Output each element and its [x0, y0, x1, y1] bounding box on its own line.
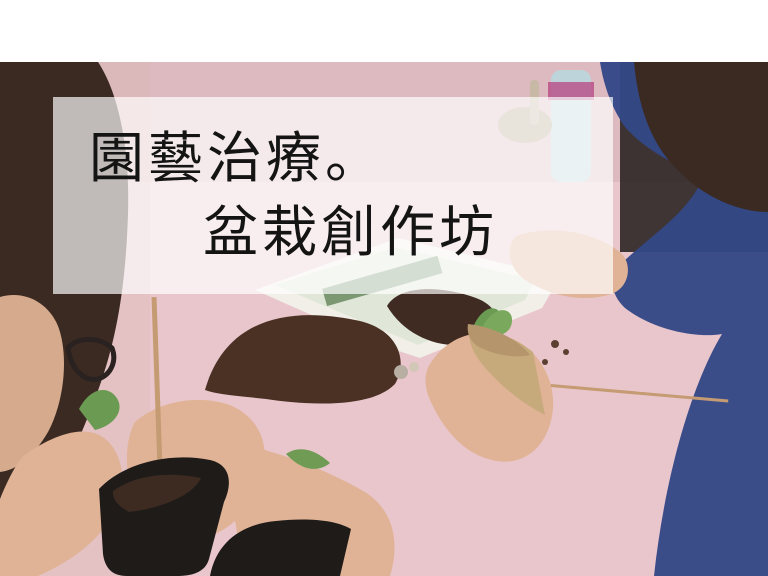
soil-pile-left — [205, 315, 401, 404]
banner-title-line-1: 園藝治療。 — [89, 126, 385, 190]
second-plant-pot — [210, 519, 351, 576]
title-overlay: 園藝治療。 盆栽創作坊 — [53, 97, 613, 294]
left-hand — [0, 431, 123, 576]
small-round-pot — [467, 324, 530, 357]
banner-title-line-2: 盆栽創作坊 — [203, 200, 499, 264]
left-person-face — [0, 295, 64, 472]
